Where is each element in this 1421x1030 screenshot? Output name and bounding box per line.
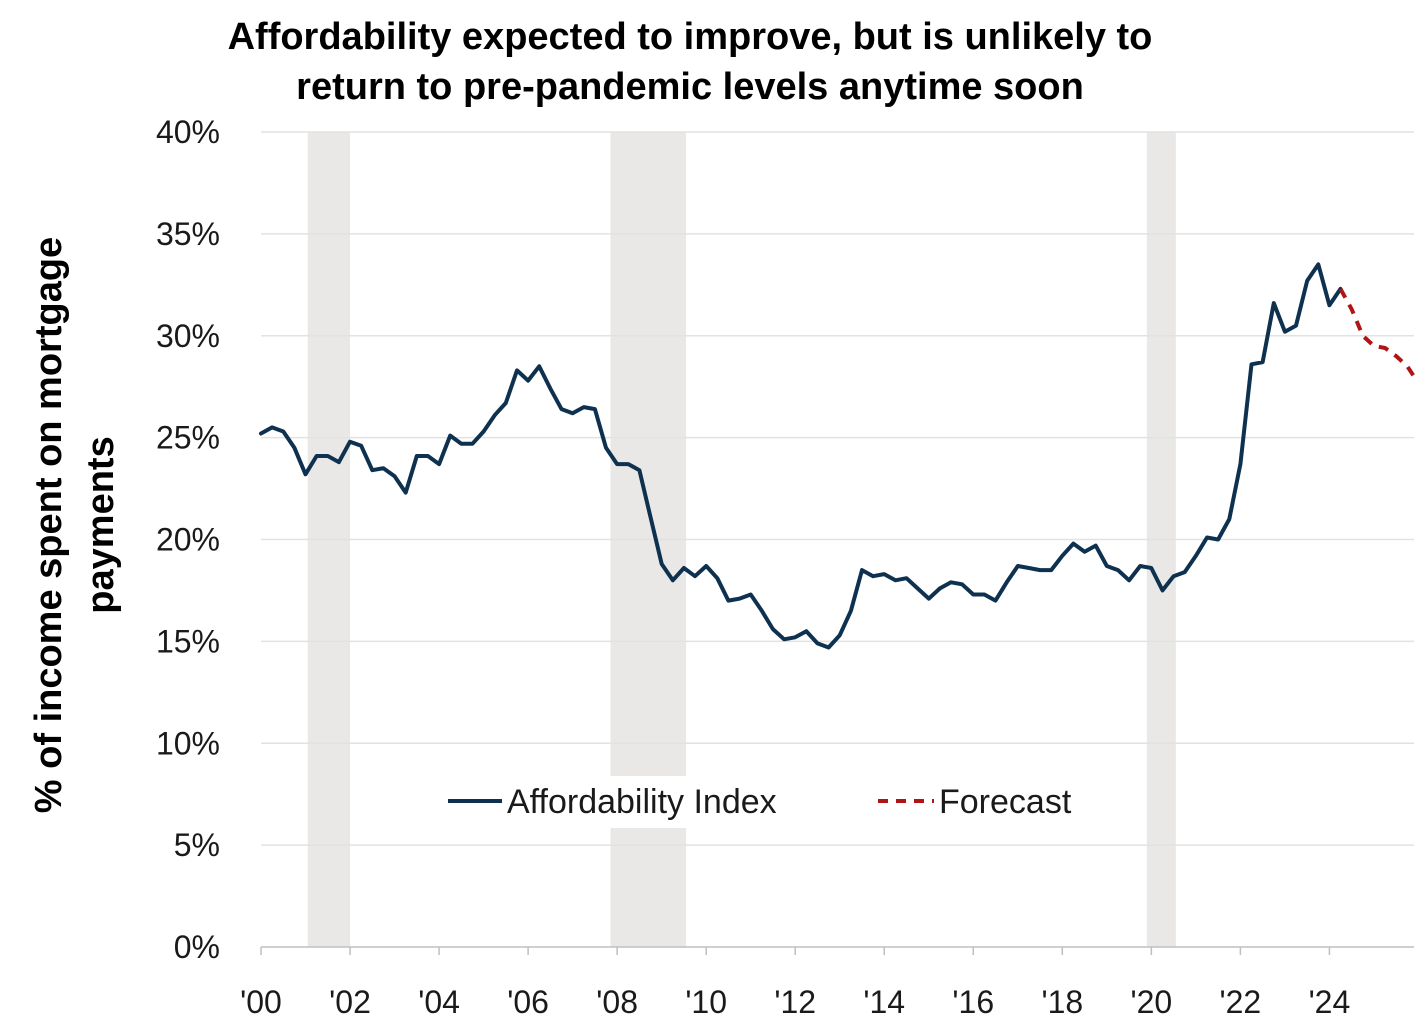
legend-background <box>440 776 1100 828</box>
y-tick-label: 20% <box>156 522 220 558</box>
x-tick-label: '12 <box>774 984 816 1020</box>
x-tick-label: '22 <box>1220 984 1262 1020</box>
x-tick-label: '20 <box>1130 984 1172 1020</box>
series-line-forecast <box>1338 287 1416 378</box>
x-tick-label: '10 <box>685 984 727 1020</box>
series-line-affordability-index <box>259 262 1343 650</box>
gridlines <box>261 131 1414 846</box>
y-tick-label: 5% <box>174 827 220 863</box>
x-tick-label: '08 <box>596 984 638 1020</box>
x-tick-label: '14 <box>863 984 905 1020</box>
axes <box>260 946 1414 955</box>
tick-labels: 0% 5% 10% 15% 20% 25% 30% 35% 40% '00 '02 '04 '06 '08… <box>156 114 1350 1020</box>
y-tick-label: 30% <box>156 318 220 354</box>
legend: Affordability Index Forecast <box>448 783 1072 821</box>
x-tick-label: '16 <box>952 984 994 1020</box>
x-tick-label: '02 <box>329 984 371 1020</box>
x-tick-label: '06 <box>507 984 549 1020</box>
y-tick-label: 15% <box>156 623 220 659</box>
y-tick-label: 25% <box>156 420 220 456</box>
series-lines <box>259 262 1416 650</box>
y-tick-label: 10% <box>156 725 220 761</box>
chart-title: Affordability expected to improve, but i… <box>227 16 1153 108</box>
x-tick-label: '04 <box>418 984 460 1020</box>
x-tick-label: '24 <box>1309 984 1351 1020</box>
y-tick-label: 40% <box>156 114 220 150</box>
y-tick-label: 0% <box>174 929 220 965</box>
x-tick-label: '00 <box>240 984 282 1020</box>
y-tick-label: 35% <box>156 216 220 252</box>
legend-label: Forecast <box>939 783 1072 821</box>
legend-label: Affordability Index <box>507 783 777 821</box>
x-tick-label: '18 <box>1041 984 1083 1020</box>
